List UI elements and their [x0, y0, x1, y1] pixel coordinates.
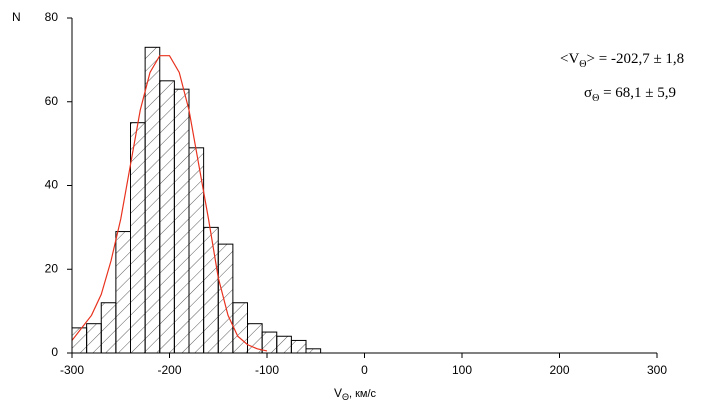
- x-tick-label: -200: [157, 363, 181, 377]
- x-tick-label: 0: [361, 363, 368, 377]
- annotation: <VΘ> = -202,7 ± 1,8: [560, 51, 684, 70]
- fit-curve: [71, 55, 268, 352]
- histogram-bar: [173, 88, 190, 354]
- annotation-rest: = 68,1 ± 5,9: [599, 85, 676, 101]
- histogram-bar: [305, 348, 322, 354]
- annotation-sub: Θ: [592, 93, 599, 104]
- histogram-bar: [203, 226, 219, 354]
- y-axis-label: N: [12, 10, 21, 24]
- histogram-bar: [276, 335, 292, 354]
- histogram-bar: [144, 46, 161, 354]
- annotation-main: <V: [560, 51, 579, 67]
- x-tick-label: 300: [647, 363, 667, 377]
- annotation: σΘ = 68,1 ± 5,9: [584, 85, 676, 104]
- histogram-bar: [290, 339, 307, 354]
- x-label-sub: Θ: [342, 392, 349, 402]
- annotation-main: σ: [584, 85, 592, 101]
- x-label-rest: , км/с: [349, 388, 377, 400]
- x-label-main: V: [334, 386, 342, 400]
- histogram-bar: [217, 243, 234, 354]
- histogram-bar: [115, 231, 131, 354]
- y-tick-label: 40: [45, 178, 59, 192]
- histogram-bar: [86, 323, 102, 354]
- annotation-sub: Θ: [579, 59, 586, 70]
- histogram-bar: [232, 302, 248, 354]
- histogram-bar: [247, 323, 263, 354]
- x-tick-label: -300: [60, 363, 84, 377]
- y-tick-label: 0: [51, 345, 58, 359]
- x-tick-label: -100: [255, 363, 279, 377]
- histogram-bar: [130, 122, 146, 354]
- histogram-bar: [159, 80, 175, 354]
- y-tick-label: 80: [45, 10, 59, 24]
- y-tick-label: 20: [45, 261, 59, 275]
- y-tick-label: 60: [45, 94, 59, 108]
- x-axis-label: VΘ, км/с: [334, 386, 377, 402]
- annotation-rest: > = -202,7 ± 1,8: [587, 51, 685, 67]
- x-tick-label: 200: [549, 363, 569, 377]
- x-tick-label: 100: [452, 363, 472, 377]
- histogram-bar: [100, 302, 117, 354]
